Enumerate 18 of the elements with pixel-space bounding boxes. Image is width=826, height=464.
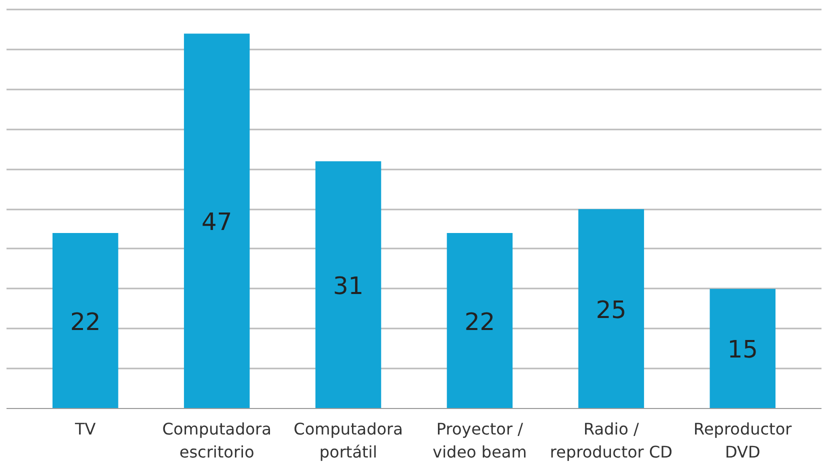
- x-tick-label: TV: [74, 420, 96, 438]
- data-label: 15: [727, 336, 758, 364]
- bar: [184, 34, 250, 408]
- data-label: 47: [202, 208, 232, 236]
- bar: [710, 288, 776, 408]
- data-label: 22: [70, 308, 101, 336]
- bar: [52, 233, 118, 408]
- x-tick-label: Proyector / video beam: [432, 420, 527, 462]
- x-tick-label: Reproductor DVD: [694, 420, 792, 462]
- bar: [578, 209, 644, 408]
- bar: [315, 161, 382, 408]
- x-tick-label: Computadora portátil: [294, 420, 403, 462]
- data-label: 22: [464, 308, 496, 336]
- x-tick-label: Radio / reproductor CD: [550, 420, 672, 462]
- x-tick-label: Computadora escritorio: [162, 420, 272, 462]
- bar: [446, 233, 513, 408]
- data-label: 31: [333, 272, 364, 300]
- data-label: 25: [596, 296, 626, 324]
